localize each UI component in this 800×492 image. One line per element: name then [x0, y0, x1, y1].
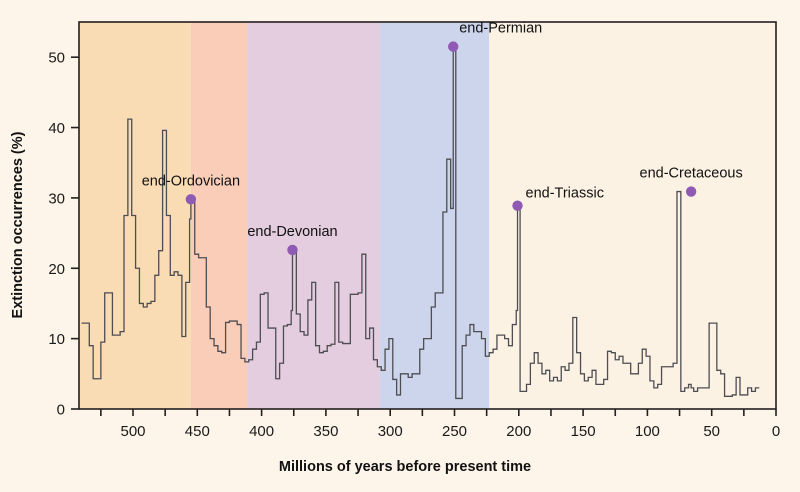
y-axis-tick-label: 30	[48, 190, 65, 207]
y-axis-tick-label: 10	[48, 331, 65, 348]
x-axis-tick-group: 500 450 400 350 300 250 200 150 100 50 0	[100, 409, 780, 440]
era-band	[489, 22, 776, 409]
y-axis-tick-label: 40	[48, 120, 65, 137]
era-band	[247, 22, 380, 409]
extinction-event-marker	[512, 200, 523, 211]
y-axis-tick-label: 50	[48, 50, 65, 67]
extinction-event-annotations: end-Ordovician end-Devonian end-Permian end…	[142, 21, 743, 256]
extinction-data-line	[81, 45, 760, 400]
extinction-line-group	[81, 45, 760, 400]
extinction-event-marker	[185, 194, 197, 205]
x-axis-tick-label: 200	[506, 423, 531, 440]
extinction-event-marker	[685, 186, 697, 197]
extinction-event-label: end-Devonian	[247, 224, 337, 240]
x-axis-title: Millions of years before present time	[279, 459, 531, 475]
x-axis-tick-label: 150	[571, 423, 596, 440]
plot-frame-group	[78, 21, 777, 410]
x-axis-tick-label: 250	[442, 423, 467, 440]
extinction-event-marker	[448, 41, 459, 52]
y-axis-title: Extinction occurrences (%)	[10, 131, 26, 318]
extinction-event-label: end-Ordovician	[142, 173, 240, 189]
x-axis-tick-label: 50	[703, 423, 720, 440]
x-axis-tick-label: 450	[185, 423, 210, 440]
era-band-group	[79, 22, 776, 409]
era-band	[190, 22, 248, 409]
extinction-event-label: end-Permian	[459, 21, 542, 37]
extinction-event-label: end-Triassic	[526, 186, 604, 202]
plot-frame	[78, 21, 777, 410]
y-axis-tick-label: 20	[48, 261, 65, 278]
extinction-event-label: end-Cretaceous	[640, 166, 743, 182]
x-axis-tick-label: 400	[249, 423, 274, 440]
extinction-event-marker	[287, 244, 298, 256]
x-axis-tick-label: 0	[772, 423, 780, 440]
x-axis-tick-label: 100	[635, 423, 660, 440]
x-axis-tick-label: 300	[378, 423, 403, 440]
y-axis-tick-group: 0 10 20 30 40 50	[48, 50, 79, 419]
y-axis-tick-label: 0	[57, 402, 65, 419]
x-axis-tick-label: 350	[313, 423, 338, 440]
era-band	[379, 22, 490, 409]
x-axis-tick-label: 500	[120, 423, 145, 440]
